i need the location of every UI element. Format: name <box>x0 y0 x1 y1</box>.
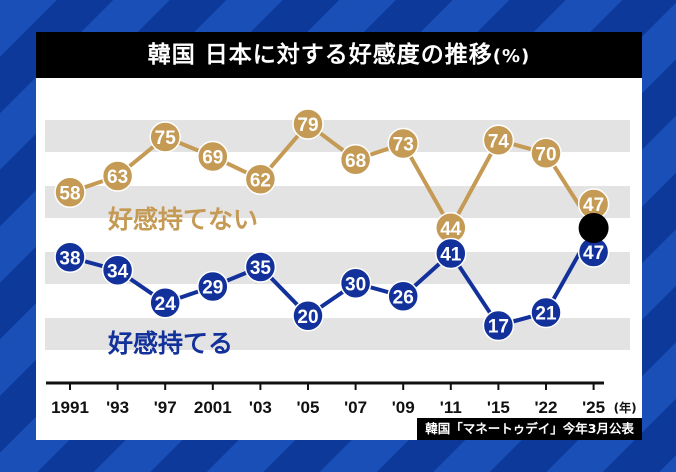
data-point <box>54 241 86 273</box>
data-label: 69 <box>202 148 223 169</box>
data-label: 63 <box>107 167 128 188</box>
data-label: 58 <box>59 183 80 204</box>
data-label: 38 <box>59 248 80 269</box>
data-point <box>244 163 277 195</box>
data-label: 68 <box>345 151 366 172</box>
data-point <box>101 254 134 286</box>
grid-band <box>45 252 630 284</box>
data-label: 34 <box>107 261 129 282</box>
data-label: 26 <box>393 287 414 308</box>
source-caption: 韓国「マネートゥデイ」今年3月公表 <box>417 418 642 440</box>
data-label: 73 <box>393 135 414 156</box>
chart-panel: 1991 '93 '97 2001 '03 '05 '07 '09 '11 '15 '22 '25 (年… <box>36 32 642 440</box>
grid-band <box>45 318 630 350</box>
data-point <box>482 124 515 156</box>
data-point <box>435 237 467 270</box>
data-label: 29 <box>202 278 223 299</box>
data-label: 47 <box>583 195 604 216</box>
data-label: 70 <box>535 144 556 165</box>
x-tick-label: 1991 <box>51 398 89 417</box>
x-tick-label: '22 <box>535 398 558 417</box>
x-tick-label: 2001 <box>194 398 232 417</box>
x-unit-label: (年) <box>614 400 637 415</box>
data-label: 30 <box>345 274 366 295</box>
line-chart: 1991 '93 '97 2001 '03 '05 '07 '09 '11 '15 '22 '25 (年… <box>45 108 637 417</box>
data-point <box>149 287 181 319</box>
data-label: 74 <box>488 131 510 152</box>
data-label: 79 <box>297 115 318 136</box>
data-label: 47 <box>583 243 604 264</box>
x-tick-label: '05 <box>297 398 320 417</box>
data-label: 35 <box>250 258 272 279</box>
data-point <box>244 251 277 283</box>
data-point <box>292 108 324 140</box>
data-label: 44 <box>440 219 462 240</box>
grid-band <box>45 186 630 218</box>
data-point <box>530 137 562 169</box>
x-tick-label: '07 <box>344 398 367 417</box>
data-point <box>149 121 181 153</box>
data-point <box>339 144 372 176</box>
data-label: 24 <box>155 294 177 315</box>
data-point <box>197 270 229 303</box>
x-tick-label: '03 <box>249 398 272 417</box>
x-tick-label: '97 <box>154 398 177 417</box>
data-label: 20 <box>297 307 318 328</box>
data-point <box>54 176 86 208</box>
title-unit: (%) <box>492 46 531 67</box>
crossover-marker <box>578 213 609 243</box>
data-label: 75 <box>155 128 177 149</box>
data-point <box>292 300 324 332</box>
series-label-not-favorable: 好感持てない <box>107 205 258 234</box>
data-point <box>530 296 562 329</box>
series-label-favorable: 好感持てる <box>107 329 233 358</box>
data-label: 41 <box>440 245 462 266</box>
data-point <box>387 127 419 160</box>
data-label: 62 <box>250 170 271 191</box>
title-text: 韓国 日本に対する好感度の推移 <box>147 42 493 68</box>
x-tick-label: '93 <box>106 398 129 417</box>
data-point <box>339 267 372 299</box>
data-point <box>482 309 515 342</box>
data-point <box>387 280 419 312</box>
data-label: 21 <box>535 304 557 325</box>
data-point <box>197 140 229 173</box>
x-tick-label: '11 <box>440 398 462 417</box>
data-label: 17 <box>488 317 509 338</box>
x-tick-label: '09 <box>392 398 415 417</box>
chart-title: 韓国 日本に対する好感度の推移(%) <box>36 32 642 78</box>
x-tick-label: '15 <box>487 398 510 417</box>
x-tick-label: '25 <box>582 398 605 417</box>
data-point <box>101 160 134 192</box>
